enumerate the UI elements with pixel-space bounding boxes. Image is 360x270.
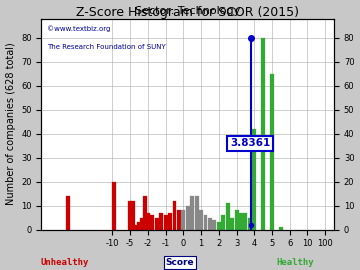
Bar xyxy=(168,213,172,230)
Bar xyxy=(226,203,230,230)
Bar xyxy=(252,129,256,230)
Bar xyxy=(248,218,252,230)
Bar xyxy=(140,218,144,230)
Bar xyxy=(212,220,216,230)
Bar xyxy=(195,196,199,229)
Bar xyxy=(112,182,116,230)
Text: The Research Foundation of SUNY: The Research Foundation of SUNY xyxy=(47,44,166,50)
Text: ©www.textbiz.org: ©www.textbiz.org xyxy=(47,25,111,32)
Text: Score: Score xyxy=(166,258,194,267)
Bar xyxy=(239,213,243,230)
Bar xyxy=(186,205,190,230)
Bar xyxy=(217,222,221,230)
Bar xyxy=(131,201,135,230)
Bar xyxy=(66,196,70,229)
Bar xyxy=(159,213,163,230)
Bar xyxy=(146,213,150,230)
Text: Sector: Technology: Sector: Technology xyxy=(135,6,240,16)
Bar xyxy=(128,201,132,230)
Bar xyxy=(134,225,138,230)
Text: 3.8361: 3.8361 xyxy=(230,138,270,148)
Bar xyxy=(137,222,141,230)
Title: Z-Score Histogram for SCOR (2015): Z-Score Histogram for SCOR (2015) xyxy=(76,6,299,19)
Bar xyxy=(230,218,234,230)
Text: Healthy: Healthy xyxy=(276,258,314,267)
Bar xyxy=(181,210,185,230)
Bar xyxy=(221,215,225,229)
Bar xyxy=(143,196,147,229)
Bar xyxy=(164,215,167,229)
Bar xyxy=(208,218,212,230)
Y-axis label: Number of companies (628 total): Number of companies (628 total) xyxy=(5,43,15,205)
Bar xyxy=(199,210,203,230)
Bar xyxy=(203,215,207,229)
Bar xyxy=(235,210,239,230)
Bar xyxy=(261,38,265,230)
Bar xyxy=(243,213,247,230)
Text: Unhealthy: Unhealthy xyxy=(41,258,89,267)
Bar xyxy=(177,210,181,230)
Bar xyxy=(150,215,154,229)
Bar xyxy=(270,74,274,230)
Bar xyxy=(279,227,283,230)
Bar xyxy=(155,218,159,230)
Bar xyxy=(172,201,176,230)
Bar xyxy=(190,196,194,229)
